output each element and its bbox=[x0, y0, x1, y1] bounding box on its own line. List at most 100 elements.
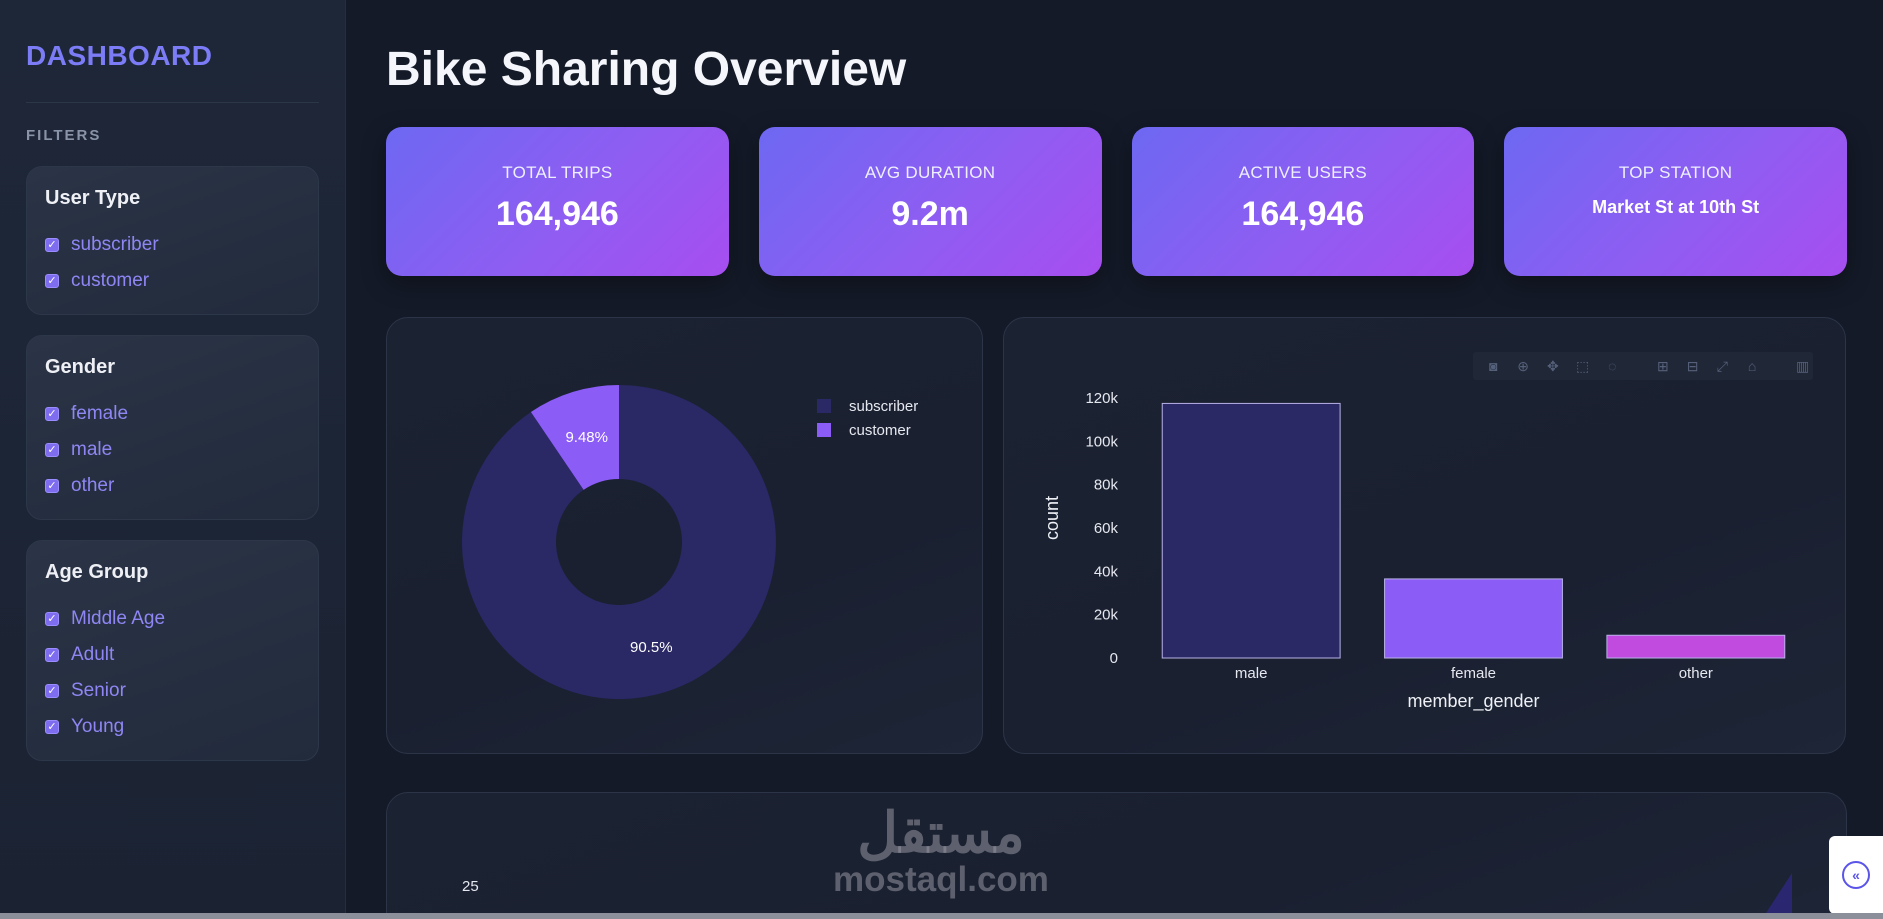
checkbox-checked-icon[interactable]: ✓ bbox=[45, 648, 59, 662]
bottom-axis-tick: 25 bbox=[462, 878, 479, 895]
kpi-label: TOP STATION bbox=[1618, 163, 1733, 182]
user-type-donut-chart: 90.5% 9.48% bbox=[462, 385, 776, 699]
kpi-label: TOTAL TRIPS bbox=[502, 163, 613, 182]
gender-bar-card: 0 20k 40k 60k 80k 100k 120k male female other memb… bbox=[1003, 317, 1846, 754]
kpi-label: ACTIVE USERS bbox=[1238, 163, 1368, 182]
filter-group-age-group: Age Group ✓ Middle Age ✓ Adult ✓ Senior ✓ Young bbox=[26, 540, 319, 761]
filter-option-label: subscriber bbox=[71, 234, 159, 255]
bar-male[interactable] bbox=[1161, 402, 1341, 659]
checkbox-checked-icon[interactable]: ✓ bbox=[45, 720, 59, 734]
filter-option-other[interactable]: ✓ other bbox=[45, 463, 300, 509]
y-tick-label: 120k bbox=[1085, 390, 1118, 407]
filter-option-label: male bbox=[71, 439, 113, 460]
page-title: Bike Sharing Overview bbox=[386, 43, 907, 96]
pie-data-label: 9.48% bbox=[565, 429, 608, 446]
y-tick-label: 0 bbox=[1110, 650, 1118, 667]
legend-item-customer[interactable]: customer bbox=[817, 418, 918, 442]
filter-option-young[interactable]: ✓ Young bbox=[45, 704, 300, 750]
window-bottom-border bbox=[0, 913, 1883, 919]
zoom-icon[interactable]: ⊕ bbox=[1517, 358, 1529, 374]
main-content: Bike Sharing Overview TOTAL TRIPS 164,94… bbox=[386, 0, 1847, 919]
watermark-arabic: مستقل bbox=[857, 801, 1025, 864]
y-axis-title: count bbox=[1042, 496, 1062, 540]
kpi-value: 164,946 bbox=[1241, 195, 1365, 233]
filter-option-female[interactable]: ✓ female bbox=[45, 391, 300, 437]
filter-group-title: Age Group bbox=[45, 561, 149, 583]
filter-option-label: Middle Age bbox=[71, 608, 166, 629]
legend-swatch bbox=[817, 399, 831, 413]
sidebar-divider bbox=[26, 102, 319, 103]
pie-slice-subscriber[interactable] bbox=[462, 385, 776, 699]
home-icon[interactable]: ⌂ bbox=[1747, 358, 1757, 374]
bottom-chart-card: 25 bbox=[386, 792, 1847, 919]
filter-option-middle-age[interactable]: ✓ Middle Age bbox=[45, 596, 300, 642]
y-tick-label: 80k bbox=[1094, 477, 1119, 494]
bar-other[interactable] bbox=[1606, 634, 1786, 659]
filter-option-label: female bbox=[71, 403, 129, 424]
bottom-chart-mark bbox=[1766, 873, 1792, 913]
kpi-avg-duration: AVG DURATION 9.2m bbox=[758, 127, 1102, 276]
filter-option-male[interactable]: ✓ male bbox=[45, 427, 300, 473]
kpi-value: Market St at 10th St bbox=[1592, 197, 1760, 217]
x-tick-label: female bbox=[1451, 665, 1496, 682]
pie-data-label: 90.5% bbox=[630, 639, 673, 656]
filter-option-subscriber[interactable]: ✓ subscriber bbox=[45, 222, 300, 268]
y-tick-label: 100k bbox=[1085, 433, 1118, 450]
collapse-panel-button[interactable]: « bbox=[1829, 836, 1883, 914]
filter-option-label: other bbox=[71, 475, 115, 496]
x-tick-label: male bbox=[1235, 665, 1268, 682]
filter-group-title: Gender bbox=[45, 356, 116, 378]
kpi-row: TOTAL TRIPS 164,946 AVG DURATION 9.2m AC… bbox=[386, 127, 1847, 276]
camera-icon[interactable]: ◙ bbox=[1489, 358, 1498, 374]
kpi-label: AVG DURATION bbox=[864, 163, 996, 182]
autoscale-icon[interactable]: ⤢ bbox=[1716, 358, 1728, 374]
filter-option-senior[interactable]: ✓ Senior bbox=[45, 668, 300, 714]
filter-option-adult[interactable]: ✓ Adult bbox=[45, 632, 300, 678]
filter-option-label: customer bbox=[71, 270, 150, 291]
lasso-icon[interactable]: ◌ bbox=[1608, 358, 1617, 374]
x-axis-title: member_gender bbox=[1407, 691, 1539, 712]
gender-bar-chart: 0 20k 40k 60k 80k 100k 120k male female other memb… bbox=[1042, 390, 1786, 712]
filters-heading: FILTERS bbox=[26, 127, 102, 144]
checkbox-checked-icon[interactable]: ✓ bbox=[45, 479, 59, 493]
checkbox-checked-icon[interactable]: ✓ bbox=[45, 274, 59, 288]
y-tick-label: 60k bbox=[1094, 520, 1119, 537]
zoom-out-icon[interactable]: ⊟ bbox=[1686, 358, 1699, 374]
filter-option-customer[interactable]: ✓ customer bbox=[45, 258, 300, 304]
filter-group-gender: Gender ✓ female ✓ male ✓ other bbox=[26, 335, 319, 520]
brand-title: DASHBOARD bbox=[26, 40, 213, 71]
legend-item-subscriber[interactable]: subscriber bbox=[817, 394, 918, 418]
plotly-logo-icon[interactable]: ▥ bbox=[1796, 358, 1810, 374]
legend-label: subscriber bbox=[849, 397, 919, 415]
legend-swatch bbox=[817, 423, 831, 437]
pie-legend: subscriber customer bbox=[817, 394, 918, 442]
pie-slice-customer[interactable] bbox=[530, 385, 619, 490]
watermark-latin: mostaql.com bbox=[833, 860, 1049, 899]
checkbox-checked-icon[interactable]: ✓ bbox=[45, 238, 59, 252]
filter-option-label: Adult bbox=[71, 644, 115, 665]
bar-female[interactable] bbox=[1384, 578, 1563, 659]
checkbox-checked-icon[interactable]: ✓ bbox=[45, 443, 59, 457]
filter-option-label: Senior bbox=[71, 680, 126, 701]
filter-group-title: User Type bbox=[45, 187, 141, 209]
checkbox-checked-icon[interactable]: ✓ bbox=[45, 684, 59, 698]
zoom-in-icon[interactable]: ⊞ bbox=[1657, 358, 1669, 374]
kpi-active-users: ACTIVE USERS 164,946 bbox=[1131, 127, 1475, 276]
double-chevron-left-icon: « bbox=[1842, 861, 1870, 889]
sidebar: DASHBOARD FILTERS User Type ✓ subscriber ✓ c… bbox=[0, 0, 346, 919]
kpi-value: 164,946 bbox=[495, 195, 619, 233]
y-tick-label: 40k bbox=[1094, 563, 1119, 580]
plot-modebar: ◙ ⊕ ✥ ⬚ ◌ ⊞ ⊟ ⤢ ⌂ ▥ bbox=[1473, 352, 1813, 380]
checkbox-checked-icon[interactable]: ✓ bbox=[45, 612, 59, 626]
charts-row: 90.5% 9.48% subscriber customer 0 20k 40k 60… bbox=[386, 317, 1847, 754]
checkbox-checked-icon[interactable]: ✓ bbox=[45, 407, 59, 421]
kpi-total-trips: TOTAL TRIPS 164,946 bbox=[386, 127, 729, 276]
filter-group-user-type: User Type ✓ subscriber ✓ customer bbox=[26, 166, 319, 315]
pan-icon[interactable]: ✥ bbox=[1546, 358, 1559, 374]
y-tick-label: 20k bbox=[1094, 607, 1119, 624]
watermark: مستقل mostaql.com bbox=[826, 805, 1056, 899]
filter-option-label: Young bbox=[71, 716, 125, 737]
filter-groups: User Type ✓ subscriber ✓ customer Gender ✓ fema… bbox=[26, 166, 319, 761]
legend-label: customer bbox=[849, 421, 911, 439]
box-select-icon[interactable]: ⬚ bbox=[1575, 358, 1590, 374]
